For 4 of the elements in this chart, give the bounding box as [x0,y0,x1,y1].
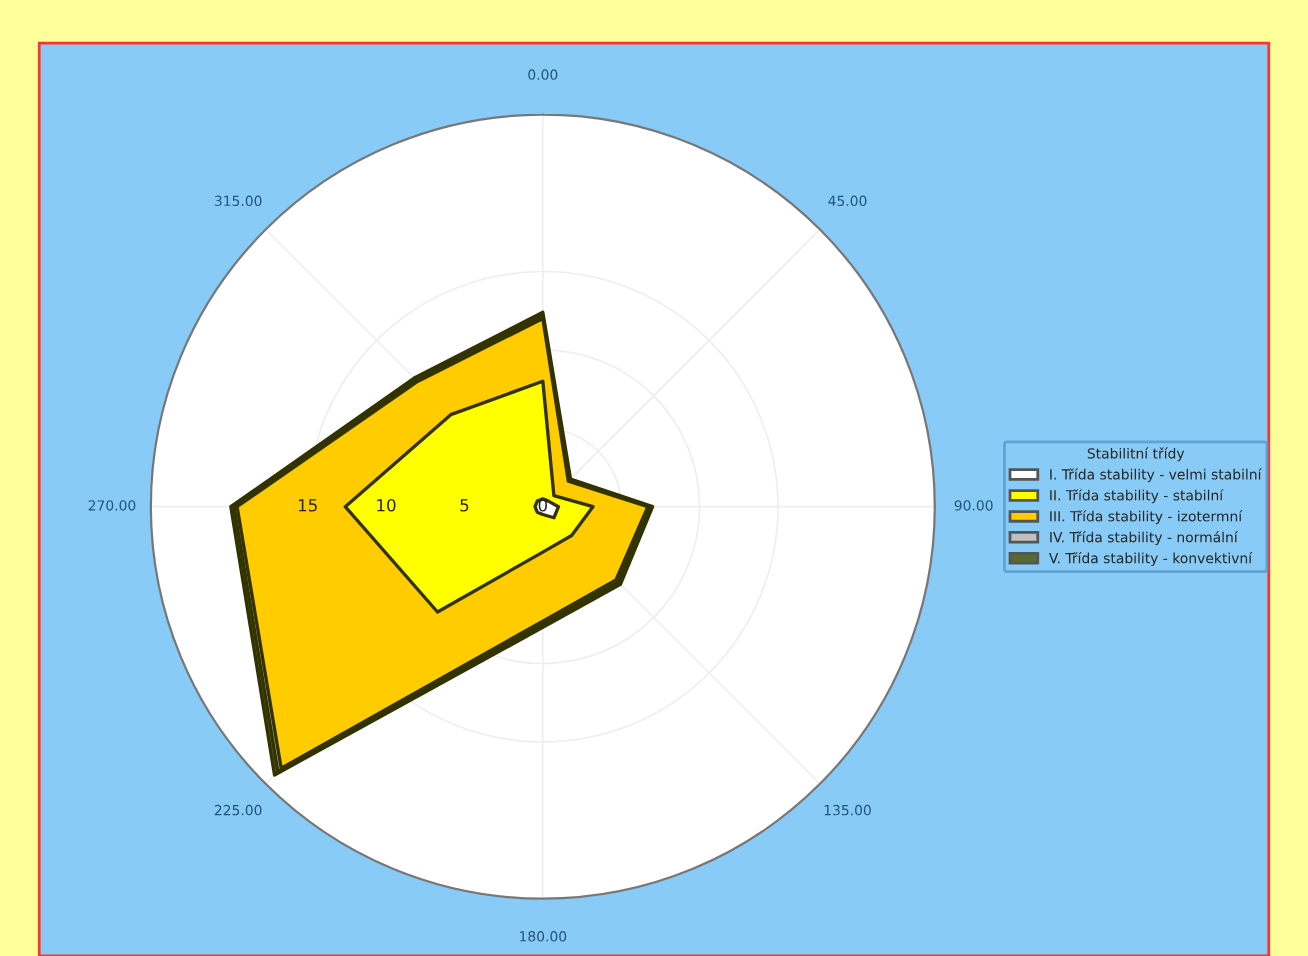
y-tick-label: 10 [377,498,396,512]
y-tick-label: 5 [460,499,469,512]
y-tick-label: 15 [298,499,317,512]
y-tick-label: 0 [538,498,548,512]
